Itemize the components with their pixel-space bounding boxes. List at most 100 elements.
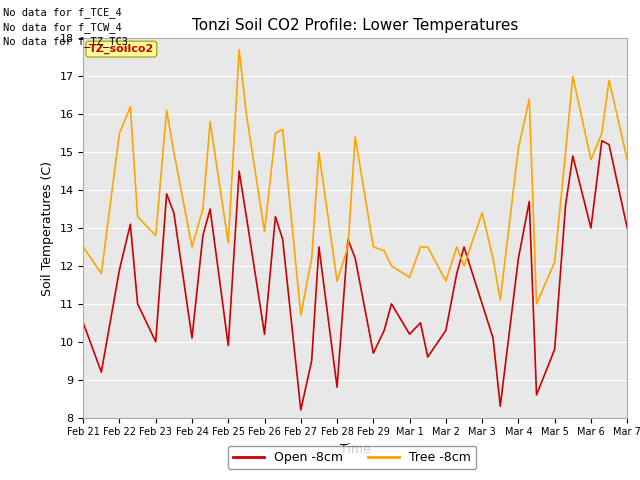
Tree -8cm <box>569 73 577 79</box>
Open -8cm <box>127 221 134 227</box>
Open -8cm <box>380 327 388 333</box>
Tree -8cm <box>587 157 595 163</box>
Line: Tree -8cm: Tree -8cm <box>83 50 627 315</box>
Open -8cm <box>489 335 497 341</box>
Tree -8cm <box>188 244 196 250</box>
Open -8cm <box>417 320 424 325</box>
Open -8cm <box>199 233 207 239</box>
Y-axis label: Soil Temperatures (C): Soil Temperatures (C) <box>41 160 54 296</box>
Open -8cm <box>116 267 124 273</box>
Open -8cm <box>344 237 352 242</box>
Open -8cm <box>569 153 577 159</box>
Open -8cm <box>206 206 214 212</box>
Tree -8cm <box>453 244 461 250</box>
Open -8cm <box>525 199 533 204</box>
Tree -8cm <box>388 263 396 269</box>
Tree -8cm <box>525 96 533 102</box>
Text: No data for f_TZ_TC3: No data for f_TZ_TC3 <box>3 36 128 47</box>
Open -8cm <box>388 301 396 307</box>
Open -8cm <box>279 237 287 242</box>
Tree -8cm <box>351 134 359 140</box>
Tree -8cm <box>236 47 243 53</box>
Tree -8cm <box>127 104 134 109</box>
Tree -8cm <box>134 214 141 219</box>
Tree -8cm <box>442 278 450 284</box>
Open -8cm <box>351 255 359 261</box>
Open -8cm <box>79 320 87 325</box>
Tree -8cm <box>460 263 468 269</box>
Open -8cm <box>587 225 595 231</box>
Open -8cm <box>605 142 613 147</box>
Open -8cm <box>260 331 268 337</box>
Tree -8cm <box>369 244 377 250</box>
Tree -8cm <box>406 275 413 280</box>
Tree -8cm <box>116 130 124 136</box>
Text: TZ_soilco2: TZ_soilco2 <box>89 44 154 54</box>
Open -8cm <box>453 271 461 276</box>
Tree -8cm <box>170 149 178 155</box>
Tree -8cm <box>623 157 631 163</box>
Tree -8cm <box>344 244 352 250</box>
Open -8cm <box>315 244 323 250</box>
Tree -8cm <box>605 77 613 83</box>
Tree -8cm <box>97 271 105 276</box>
Tree -8cm <box>225 240 232 246</box>
Tree -8cm <box>598 130 605 136</box>
Tree -8cm <box>271 130 279 136</box>
Open -8cm <box>297 407 305 413</box>
Tree -8cm <box>308 255 316 261</box>
Open -8cm <box>97 369 105 375</box>
Tree -8cm <box>497 297 504 303</box>
Tree -8cm <box>152 233 159 239</box>
Legend: Open -8cm, Tree -8cm: Open -8cm, Tree -8cm <box>228 446 476 469</box>
X-axis label: Time: Time <box>340 443 371 456</box>
Open -8cm <box>598 138 605 144</box>
Open -8cm <box>369 350 377 356</box>
Text: No data for f_TCE_4: No data for f_TCE_4 <box>3 7 122 18</box>
Open -8cm <box>532 392 540 398</box>
Tree -8cm <box>199 206 207 212</box>
Open -8cm <box>623 225 631 231</box>
Tree -8cm <box>260 229 268 235</box>
Tree -8cm <box>417 244 424 250</box>
Open -8cm <box>225 343 232 348</box>
Tree -8cm <box>243 111 250 117</box>
Title: Tonzi Soil CO2 Profile: Lower Temperatures: Tonzi Soil CO2 Profile: Lower Temperatur… <box>192 18 518 33</box>
Tree -8cm <box>163 108 170 113</box>
Open -8cm <box>188 335 196 341</box>
Open -8cm <box>515 255 522 261</box>
Tree -8cm <box>79 244 87 250</box>
Open -8cm <box>308 358 316 364</box>
Open -8cm <box>152 339 159 345</box>
Open -8cm <box>562 203 570 208</box>
Tree -8cm <box>515 145 522 151</box>
Tree -8cm <box>532 301 540 307</box>
Open -8cm <box>243 214 250 219</box>
Open -8cm <box>236 168 243 174</box>
Tree -8cm <box>297 312 305 318</box>
Open -8cm <box>497 403 504 409</box>
Open -8cm <box>271 214 279 219</box>
Open -8cm <box>442 327 450 333</box>
Tree -8cm <box>489 255 497 261</box>
Tree -8cm <box>478 210 486 216</box>
Open -8cm <box>551 347 559 352</box>
Open -8cm <box>406 331 413 337</box>
Tree -8cm <box>206 119 214 125</box>
Tree -8cm <box>333 278 341 284</box>
Tree -8cm <box>562 149 570 155</box>
Tree -8cm <box>551 259 559 265</box>
Tree -8cm <box>315 149 323 155</box>
Open -8cm <box>333 384 341 390</box>
Line: Open -8cm: Open -8cm <box>83 141 627 410</box>
Open -8cm <box>163 191 170 197</box>
Text: No data for f_TCW_4: No data for f_TCW_4 <box>3 22 122 33</box>
Tree -8cm <box>424 244 431 250</box>
Open -8cm <box>460 244 468 250</box>
Tree -8cm <box>279 127 287 132</box>
Open -8cm <box>170 210 178 216</box>
Open -8cm <box>424 354 431 360</box>
Open -8cm <box>478 301 486 307</box>
Tree -8cm <box>380 248 388 253</box>
Open -8cm <box>134 301 141 307</box>
